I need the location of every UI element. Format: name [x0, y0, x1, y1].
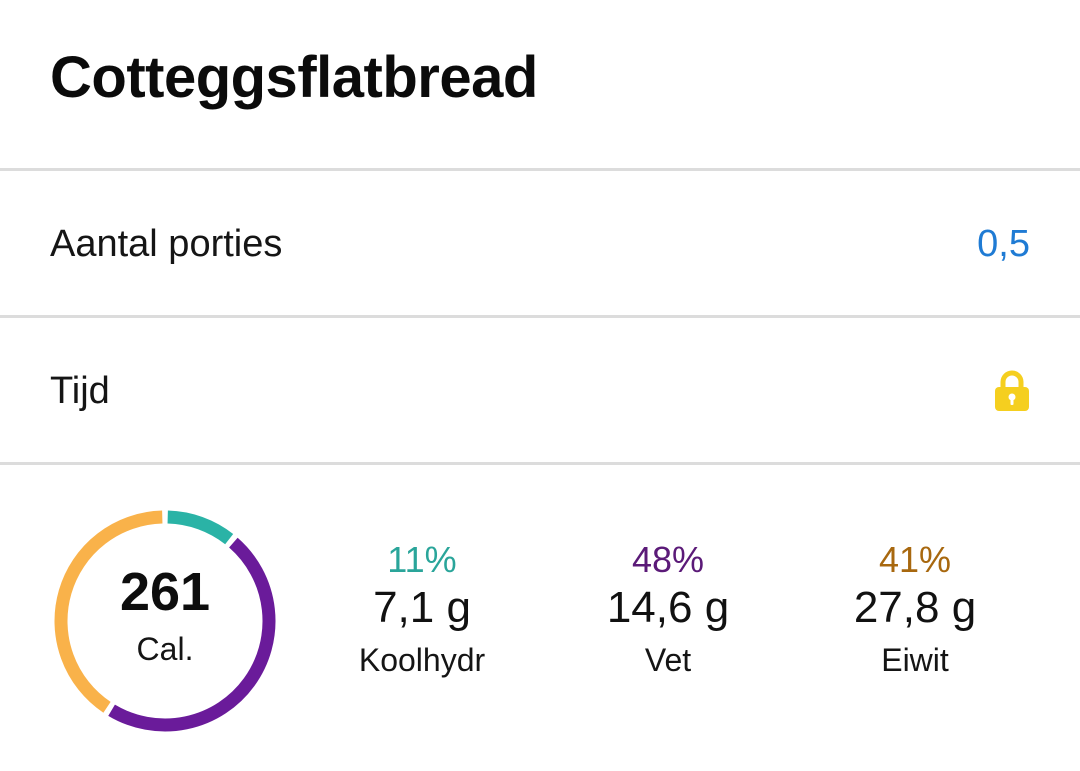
calorie-value: 261 [119, 561, 211, 622]
calorie-center: 261 Cal. [50, 506, 280, 736]
macro-fat: 48% 14,6 g Vet [558, 539, 778, 678]
divider [0, 168, 1080, 171]
nutrition-summary: 261 Cal. 11% 7,1 g Koolhydr 48% 14,6 g V… [0, 506, 1080, 746]
macro-name: Koolhydr [358, 642, 486, 678]
ring-segment-vet [108, 537, 276, 732]
servings-row[interactable]: Aantal porties 0,5 [0, 172, 1080, 316]
ring-segment-eiwit [54, 510, 163, 713]
time-row[interactable]: Tijd [0, 319, 1080, 463]
lock-icon[interactable] [994, 370, 1030, 412]
ring-segment-koolhydr [167, 510, 234, 545]
macro-amount: 7,1 g [373, 583, 471, 632]
macro-name: Eiwit [881, 642, 949, 678]
page-title: Cotteggsflatbread [50, 45, 538, 110]
time-label: Tijd [50, 369, 110, 412]
macro-name: Vet [644, 642, 692, 678]
macro-percent: 41% [878, 539, 952, 580]
macro-protein: 41% 27,8 g Eiwit [805, 539, 1025, 678]
calorie-unit: Cal. [136, 630, 194, 667]
macro-amount: 14,6 g [606, 583, 730, 632]
divider [0, 462, 1080, 465]
divider [0, 315, 1080, 318]
macro-percent: 11% [387, 539, 457, 580]
macro-percent: 48% [631, 539, 705, 580]
servings-label: Aantal porties [50, 222, 283, 265]
servings-value[interactable]: 0,5 [977, 222, 1030, 265]
macro-ring [54, 510, 276, 732]
macro-amount: 27,8 g [853, 583, 977, 632]
macro-carbs: 11% 7,1 g Koolhydr [312, 539, 532, 678]
